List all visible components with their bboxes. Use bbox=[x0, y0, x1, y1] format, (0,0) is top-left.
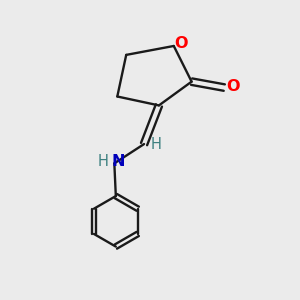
Text: H: H bbox=[151, 136, 162, 152]
Text: N: N bbox=[111, 154, 124, 169]
Text: H: H bbox=[98, 154, 109, 169]
Text: O: O bbox=[226, 79, 240, 94]
Text: O: O bbox=[175, 35, 188, 50]
